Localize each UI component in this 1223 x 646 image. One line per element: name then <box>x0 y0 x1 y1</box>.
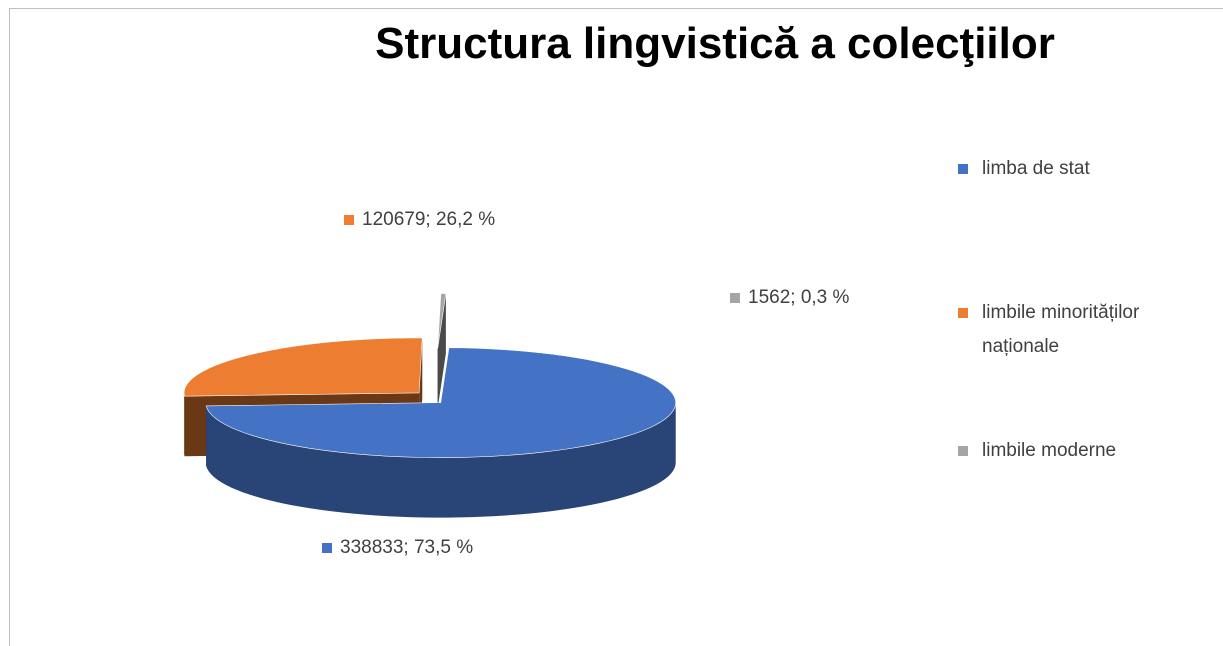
legend-label: limba de stat <box>982 158 1090 179</box>
slice-side <box>206 402 676 518</box>
data-label: 120679; 26,2 % <box>362 209 495 230</box>
slice-top <box>205 347 676 458</box>
slice-top <box>437 293 447 349</box>
legend-label: limbile moderne <box>982 440 1117 461</box>
pie-slice <box>437 293 447 409</box>
chart-title: Structura lingvistică a colecţiilor <box>375 19 1055 68</box>
label-swatch <box>322 543 332 553</box>
legend-swatch <box>958 164 968 174</box>
chart-frame <box>9 8 1223 646</box>
legend-swatch <box>958 446 968 456</box>
legend-entry: limbile moderne <box>958 434 1198 468</box>
data-label: 1562; 0,3 % <box>748 287 850 308</box>
slice-wall <box>437 293 446 409</box>
legend-entry: limbile minorităților naționale <box>958 296 1198 364</box>
data-label: 338833; 73,5 % <box>340 537 473 558</box>
label-swatch <box>344 215 354 225</box>
slice-top <box>183 337 423 397</box>
pie-slice <box>205 347 676 518</box>
legend-label: limbile minorităților naționale <box>982 302 1140 357</box>
legend-swatch <box>958 308 968 318</box>
label-swatch <box>730 293 740 303</box>
legend-entry: limba de stat <box>958 152 1198 186</box>
